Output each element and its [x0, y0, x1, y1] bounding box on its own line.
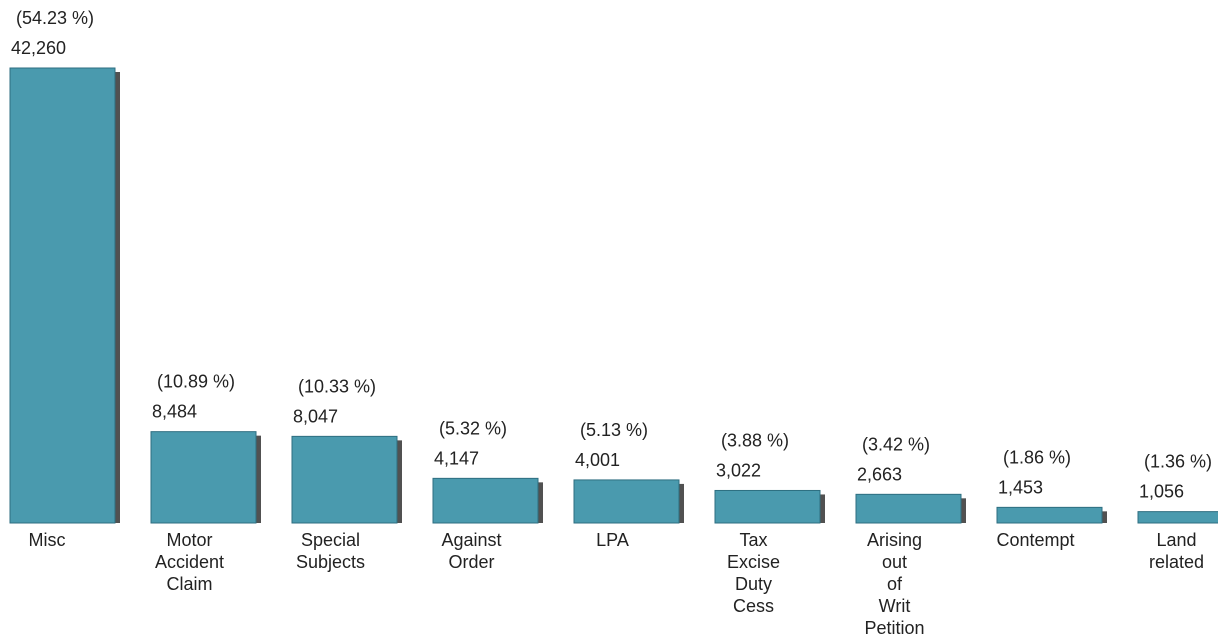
- category-label-line: Order: [448, 552, 494, 572]
- category-label-line: Special: [301, 530, 360, 550]
- percent-label: (5.13 %): [580, 420, 648, 440]
- bar: [150, 431, 257, 524]
- category-label: Tax Excise Duty Cess: [727, 530, 780, 616]
- percent-label: (54.23 %): [16, 8, 94, 28]
- value-label: 8,484: [152, 402, 197, 422]
- bar: [573, 479, 680, 524]
- percent-label: (5.32 %): [439, 418, 507, 438]
- bar: [1137, 511, 1218, 524]
- category-label-line: Accident: [155, 552, 224, 572]
- category-label: LPA: [596, 530, 629, 550]
- bar: [855, 493, 962, 524]
- bars-layer: [9, 67, 1218, 524]
- category-label-line: Excise: [727, 552, 780, 572]
- category-label-line: of: [887, 574, 903, 594]
- bar: [291, 435, 398, 524]
- bar: [996, 506, 1103, 524]
- category-label-line: Motor: [166, 530, 212, 550]
- category-label-line: Subjects: [296, 552, 365, 572]
- category-label-line: Claim: [166, 574, 212, 594]
- percent-label: (3.42 %): [862, 434, 930, 454]
- category-label-line: related: [1149, 552, 1204, 572]
- category-label: Land related: [1149, 530, 1204, 572]
- percent-label: (10.89 %): [157, 372, 235, 392]
- category-label-line: Tax: [739, 530, 767, 550]
- percent-label: (10.33 %): [298, 376, 376, 396]
- value-label: 1,056: [1139, 482, 1184, 502]
- category-label: Arising out of Writ Petition: [864, 530, 924, 638]
- bar: [432, 477, 539, 524]
- category-label: Motor Accident Claim: [155, 530, 224, 594]
- value-label: 3,022: [716, 460, 761, 480]
- category-label-line: Contempt: [996, 530, 1074, 550]
- category-label-line: Misc: [29, 530, 66, 550]
- category-label-line: LPA: [596, 530, 629, 550]
- percent-label: (1.86 %): [1003, 447, 1071, 467]
- category-label-line: Writ: [879, 596, 911, 616]
- category-label-line: Petition: [864, 618, 924, 638]
- value-label: 1,453: [998, 477, 1043, 497]
- category-label: Against Order: [441, 530, 501, 572]
- category-label: Contempt: [996, 530, 1074, 550]
- category-label-line: Duty: [735, 574, 772, 594]
- labels-layer: (54.23 %) 42,260 Misc (10.89 %) 8,484 Motor Ac…: [11, 8, 1212, 638]
- percent-label: (3.88 %): [721, 430, 789, 450]
- value-label: 42,260: [11, 38, 66, 58]
- value-label: 4,147: [434, 448, 479, 468]
- bar: [9, 67, 116, 524]
- category-label-line: Cess: [733, 596, 774, 616]
- bar: [714, 489, 821, 524]
- value-label: 2,663: [857, 464, 902, 484]
- category-label-line: Against: [441, 530, 501, 550]
- category-label-line: Arising: [867, 530, 922, 550]
- value-label: 8,047: [293, 406, 338, 426]
- category-label-line: out: [882, 552, 907, 572]
- category-label: Misc: [29, 530, 66, 550]
- category-label: Special Subjects: [296, 530, 365, 572]
- percent-label: (1.36 %): [1144, 452, 1212, 472]
- value-label: 4,001: [575, 450, 620, 470]
- category-label-line: Land: [1156, 530, 1196, 550]
